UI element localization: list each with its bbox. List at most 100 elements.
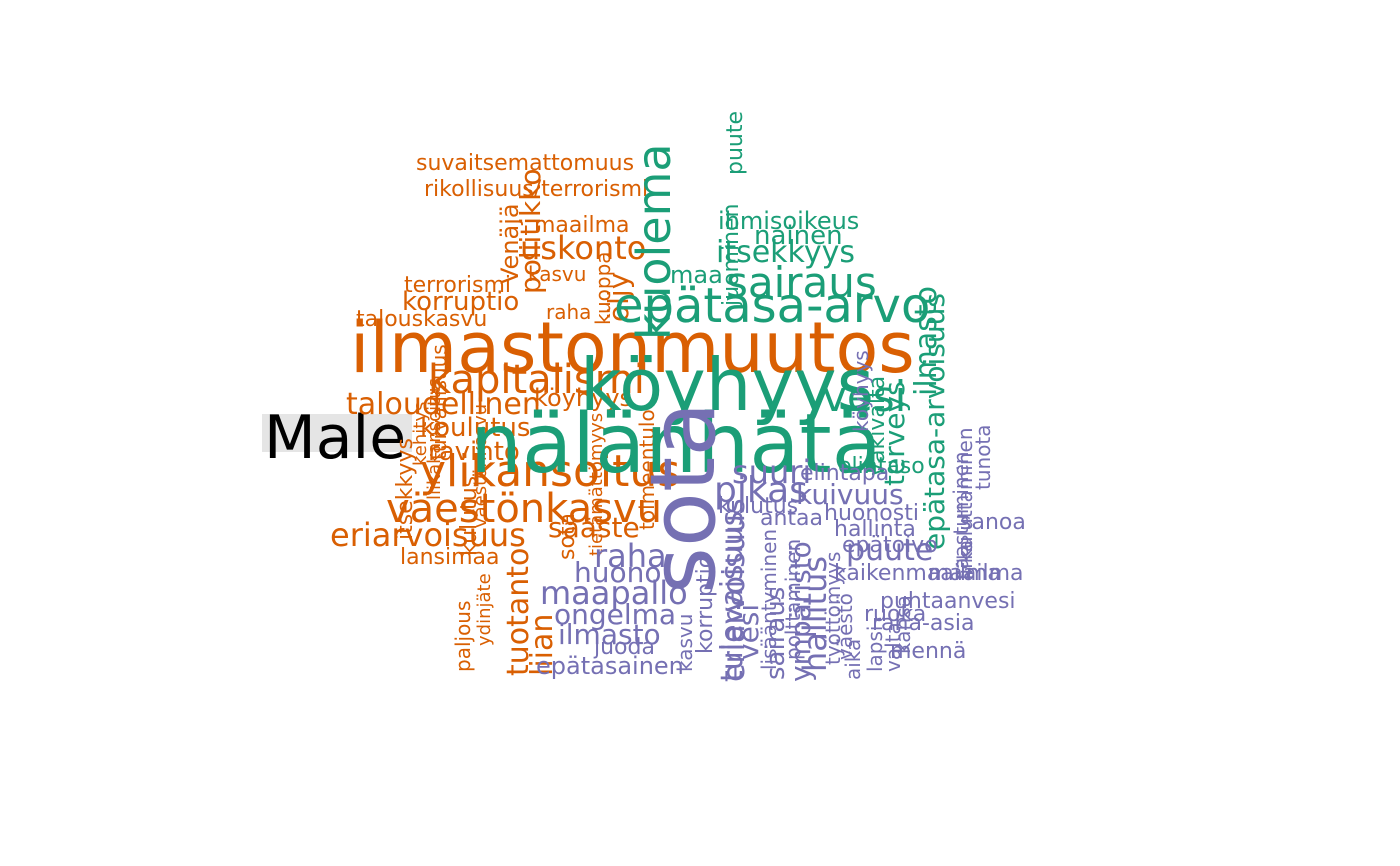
cloud-word: eriarvoisuus [717, 498, 752, 682]
cloud-word: terrorismi [404, 273, 511, 298]
cloud-word: kapitalismi [428, 357, 645, 403]
cloud-word: lisääntyminen [757, 529, 781, 670]
cloud-word: puute [723, 111, 748, 175]
cloud-word: taloudellinen [346, 387, 541, 422]
cloud-word: kasvu [673, 614, 697, 672]
cloud-word: raha-asia [872, 611, 974, 636]
cloud-word: sairaus [726, 258, 877, 307]
cloud-word: köyhyys [580, 343, 874, 427]
cloud-word: epätasa-arvoisuus [918, 293, 951, 550]
cloud-word: saaste [548, 511, 640, 544]
cloud-word: polttaminen [781, 539, 805, 660]
cloud-word: kulutus [457, 476, 482, 556]
cloud-word: ihmisoikeus [718, 207, 859, 235]
cloud-word: lansimaa [400, 545, 500, 570]
cloud-word: ylikansoitus [420, 446, 680, 497]
cloud-word: elintaso [838, 454, 925, 479]
cloud-word: puute [846, 533, 933, 568]
cloud-word: itsekkyys [716, 235, 855, 270]
cloud-word: sota [631, 402, 736, 594]
cloud-word: paljous [451, 601, 475, 672]
cloud-word: köyhyys [849, 350, 873, 432]
cloud-word: kasvu [528, 262, 586, 286]
cloud-word: juoda [593, 635, 655, 660]
cloud-word: kuolema [627, 143, 681, 340]
facet-strip [262, 414, 412, 452]
cloud-word: öljy [602, 273, 635, 322]
cloud-word: pikas [714, 470, 808, 511]
cloud-word: nälänhätä [470, 397, 882, 492]
cloud-word: tietämättömyys [586, 413, 607, 556]
cloud-word: eriarvoisuus [330, 516, 526, 554]
cloud-word: raha [594, 537, 667, 575]
cloud-word: nainen [754, 221, 843, 251]
cloud-word: kaikenmaailma [834, 561, 1001, 586]
cloud-word: turvallisuus [427, 344, 451, 460]
cloud-word: raha [546, 300, 591, 324]
cloud-word: sairaus [761, 587, 791, 680]
cloud-word: uskonto [520, 229, 646, 267]
cloud-word: juominen [719, 204, 744, 307]
cloud-word: talouskasvu [356, 307, 487, 332]
cloud-word: toimeentulo [635, 409, 659, 530]
cloud-word: lapsi [863, 626, 887, 672]
cloud-word: valta [881, 622, 905, 672]
cloud-word: poliitikko [514, 168, 547, 294]
cloud-word: rikollisuus/terrorismi [424, 177, 648, 202]
cloud-word: liikakansoitus [424, 378, 445, 500]
cloud-word: itsekkyys [393, 438, 418, 540]
cloud-word: väestönkasvu [386, 486, 662, 532]
cloud-word: maa [670, 261, 723, 289]
cloud-word: ympäristö [784, 541, 817, 682]
cloud-word: ongelma [554, 598, 676, 631]
cloud-word: epätasa-arvo [614, 278, 930, 334]
cloud-word: hallinta [834, 517, 916, 542]
cloud-word: ilmasto [909, 286, 944, 396]
cloud-word: ilmastonmuutos [350, 307, 915, 389]
cloud-word: maapallo [540, 574, 688, 612]
cloud-word: sanoa [960, 510, 1026, 535]
cloud-word: suuri [732, 453, 811, 491]
cloud-word: terveys [878, 381, 911, 486]
cloud-word: kehitys [410, 402, 431, 466]
cloud-word: liika [953, 540, 977, 580]
cloud-word: kansa [891, 595, 915, 654]
cloud-word: väestö [833, 593, 857, 660]
cloud-word: sota [555, 513, 580, 560]
cloud-word: mennä [890, 639, 966, 664]
cloud-word: työttömyys [821, 552, 845, 665]
cloud-word: kuluttaminen [953, 427, 977, 560]
cloud-word: kuoppa [591, 251, 615, 325]
cloud-word: ilmasto [558, 618, 661, 651]
cloud-word: elintapa [800, 461, 889, 486]
cloud-word: kulutus [718, 494, 798, 519]
cloud-word: tulevaisuus [715, 511, 750, 682]
cloud-word: tunota [971, 424, 995, 490]
cloud-word: vesi [822, 372, 906, 421]
cloud-word: suvaitsemattomuus [416, 151, 634, 176]
cloud-word: huono [574, 556, 662, 589]
cloud-word: maailma [534, 213, 630, 238]
cloud-word: väestönkasvu [470, 404, 491, 528]
cloud-word: korruptio [402, 287, 519, 317]
cloud-word: puhtaanvesi [880, 589, 1016, 614]
facet-label: Male [264, 403, 406, 473]
cloud-word: ydinjäte [474, 573, 495, 646]
cloud-word: vesi [732, 604, 765, 660]
cloud-word: liian [525, 614, 560, 676]
cloud-word: korruptio [693, 555, 718, 654]
cloud-word: epätasainen [536, 652, 684, 680]
cloud-word: saastuminen [949, 451, 973, 580]
cloud-word: huonosti [824, 501, 919, 526]
cloud-word: ravinto [428, 437, 520, 467]
cloud-word: tuotanto [501, 548, 536, 676]
cloud-word: kuivuus [796, 478, 904, 511]
cloud-word: epätoivo [842, 533, 938, 558]
cloud-word: väkivalta [865, 376, 890, 476]
cloud-word: hallitus [796, 556, 834, 672]
cloud-word: koulutus [420, 413, 530, 443]
cloud-word: aika [841, 639, 865, 680]
cloud-word: köyhyys [534, 384, 632, 412]
